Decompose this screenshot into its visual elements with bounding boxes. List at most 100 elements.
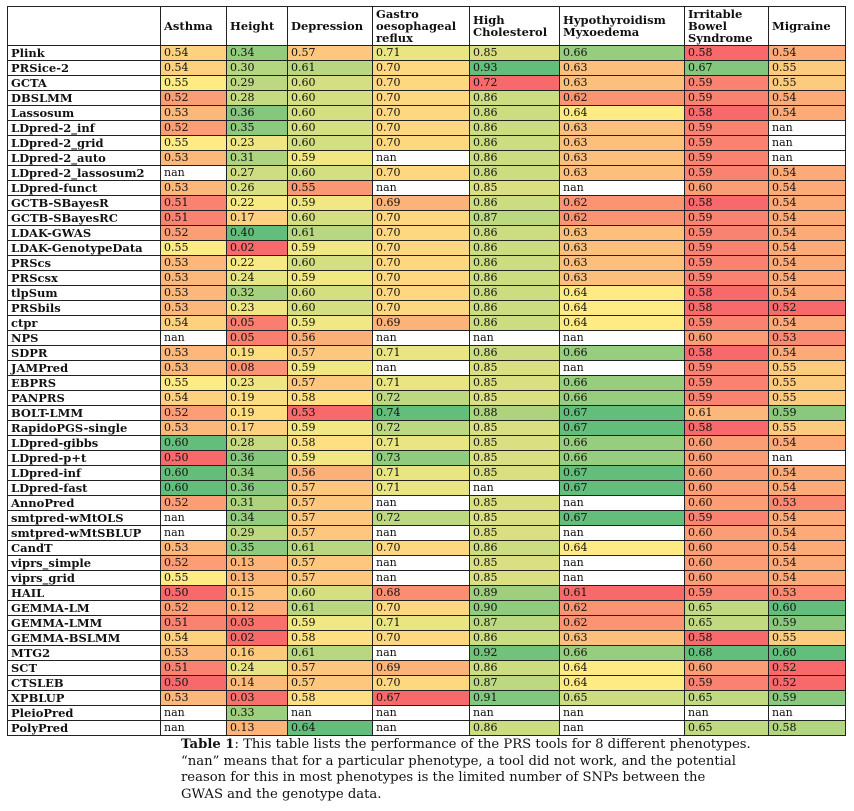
score-cell: 0.50 [160, 450, 227, 466]
tool-name-cell: GCTB-SBayesRC [7, 210, 161, 226]
score-cell: 0.63 [559, 240, 685, 256]
score-cell: 0.17 [226, 210, 288, 226]
tool-name-cell: ctpr [7, 315, 161, 331]
table-row: GEMMA-LMM 0.51 0.03 0.59 0.71 0.87 0.62 0.65 0.5… [7, 615, 846, 631]
score-cell: 0.29 [226, 525, 288, 541]
score-cell: 0.52 [768, 300, 846, 316]
score-cell: 0.53 [160, 180, 227, 196]
score-cell: 0.70 [372, 300, 470, 316]
score-cell: 0.54 [160, 60, 227, 76]
score-cell: 0.53 [768, 495, 846, 511]
score-cell: 0.40 [226, 225, 288, 241]
score-cell: 0.58 [684, 300, 769, 316]
score-cell: 0.63 [559, 120, 685, 136]
score-cell: 0.63 [559, 270, 685, 286]
score-cell: 0.59 [287, 150, 373, 166]
score-cell: nan [768, 450, 846, 466]
score-cell: 0.59 [684, 270, 769, 286]
score-cell: 0.54 [768, 570, 846, 586]
table-row: MTG2 0.53 0.16 0.61 nan 0.92 0.66 0.68 0.60 [7, 645, 846, 661]
score-cell: 0.66 [559, 390, 685, 406]
score-cell: 0.60 [160, 465, 227, 481]
score-cell: 0.57 [287, 510, 373, 526]
score-cell: 0.63 [559, 75, 685, 91]
score-cell: 0.86 [469, 660, 560, 676]
score-cell: nan [160, 510, 227, 526]
score-cell: 0.59 [684, 165, 769, 181]
score-cell: 0.65 [559, 690, 685, 706]
tool-name-cell: LDpred-2_inf [7, 120, 161, 136]
score-cell: 0.58 [684, 45, 769, 61]
score-cell: 0.55 [768, 360, 846, 376]
score-cell: 0.59 [684, 585, 769, 601]
score-cell: 0.54 [768, 105, 846, 121]
score-cell: 0.60 [684, 465, 769, 481]
score-cell: 0.62 [559, 210, 685, 226]
score-cell: nan [768, 705, 846, 721]
score-cell: 0.60 [684, 480, 769, 496]
score-cell: 0.17 [226, 420, 288, 436]
column-header: Gastro oesophageal reflux [372, 6, 470, 46]
score-cell: 0.52 [768, 660, 846, 676]
tool-name-cell: PolyPred [7, 720, 161, 736]
score-cell: 0.86 [469, 630, 560, 646]
score-cell: 0.89 [469, 585, 560, 601]
score-cell: 0.23 [226, 135, 288, 151]
column-header-line: Depression [291, 19, 364, 33]
column-header: Depression [287, 6, 373, 46]
score-cell: 0.53 [287, 405, 373, 421]
tool-name-cell: LDpred-2_auto [7, 150, 161, 166]
tool-name-cell: BOLT-LMM [7, 405, 161, 421]
score-cell: 0.85 [469, 180, 560, 196]
score-cell: 0.60 [287, 75, 373, 91]
column-header: Migraine [768, 6, 846, 46]
score-cell: nan [559, 705, 685, 721]
score-cell: 0.54 [768, 465, 846, 481]
score-cell: 0.60 [684, 495, 769, 511]
score-cell: 0.85 [469, 465, 560, 481]
score-cell: 0.54 [768, 90, 846, 106]
score-cell: 0.54 [768, 555, 846, 571]
score-cell: 0.60 [287, 300, 373, 316]
table-row: EBPRS 0.55 0.23 0.57 0.71 0.85 0.66 0.59 0.55 [7, 375, 846, 391]
score-cell: 0.65 [684, 615, 769, 631]
score-cell: 0.68 [684, 645, 769, 661]
table-row: viprs_simple 0.52 0.13 0.57 nan 0.85 nan 0.60 0.… [7, 555, 846, 571]
score-cell: 0.57 [287, 660, 373, 676]
score-cell: nan [372, 150, 470, 166]
score-cell: nan [160, 330, 227, 346]
tool-name-cell: LDpred-gibbs [7, 435, 161, 451]
score-cell: nan [559, 180, 685, 196]
score-cell: nan [160, 165, 227, 181]
score-cell: 0.67 [559, 465, 685, 481]
score-cell: nan [160, 720, 227, 736]
score-cell: 0.85 [469, 555, 560, 571]
table-row: LDpred-2_auto 0.53 0.31 0.59 nan 0.86 0.63 0.59… [7, 150, 846, 166]
score-cell: 0.60 [684, 435, 769, 451]
header-row: Asthma Height Depression Gastro oesophageal r… [7, 6, 846, 46]
score-cell: 0.58 [768, 720, 846, 736]
score-cell: 0.68 [372, 585, 470, 601]
tool-name-cell: AnnoPred [7, 495, 161, 511]
score-cell: 0.03 [226, 690, 288, 706]
table-row: CTSLEB 0.50 0.14 0.57 0.70 0.87 0.64 0.59 0.52 [7, 675, 846, 691]
score-cell: 0.53 [160, 690, 227, 706]
score-cell: 0.66 [559, 375, 685, 391]
score-cell: 0.54 [768, 270, 846, 286]
table-row: GEMMA-BSLMM 0.54 0.02 0.58 0.70 0.86 0.63 0.58 0… [7, 630, 846, 646]
score-cell: 0.91 [469, 690, 560, 706]
score-cell: 0.60 [160, 480, 227, 496]
table-row: smtpred-wMtSBLUP nan 0.29 0.57 nan 0.85 nan 0.6… [7, 525, 846, 541]
score-cell: nan [684, 705, 769, 721]
score-cell: 0.59 [287, 270, 373, 286]
score-cell: 0.86 [469, 240, 560, 256]
score-cell: 0.70 [372, 90, 470, 106]
table-row: JAMPred 0.53 0.08 0.59 nan 0.85 nan 0.59 0.55 [7, 360, 846, 376]
score-cell: 0.60 [684, 180, 769, 196]
score-cell: 0.59 [684, 675, 769, 691]
score-cell: 0.86 [469, 195, 560, 211]
table-row: PRSbils 0.53 0.23 0.60 0.70 0.86 0.64 0.58 0.52 [7, 300, 846, 316]
tool-name-cell: tlpSum [7, 285, 161, 301]
score-cell: 0.13 [226, 555, 288, 571]
score-cell: 0.66 [559, 435, 685, 451]
